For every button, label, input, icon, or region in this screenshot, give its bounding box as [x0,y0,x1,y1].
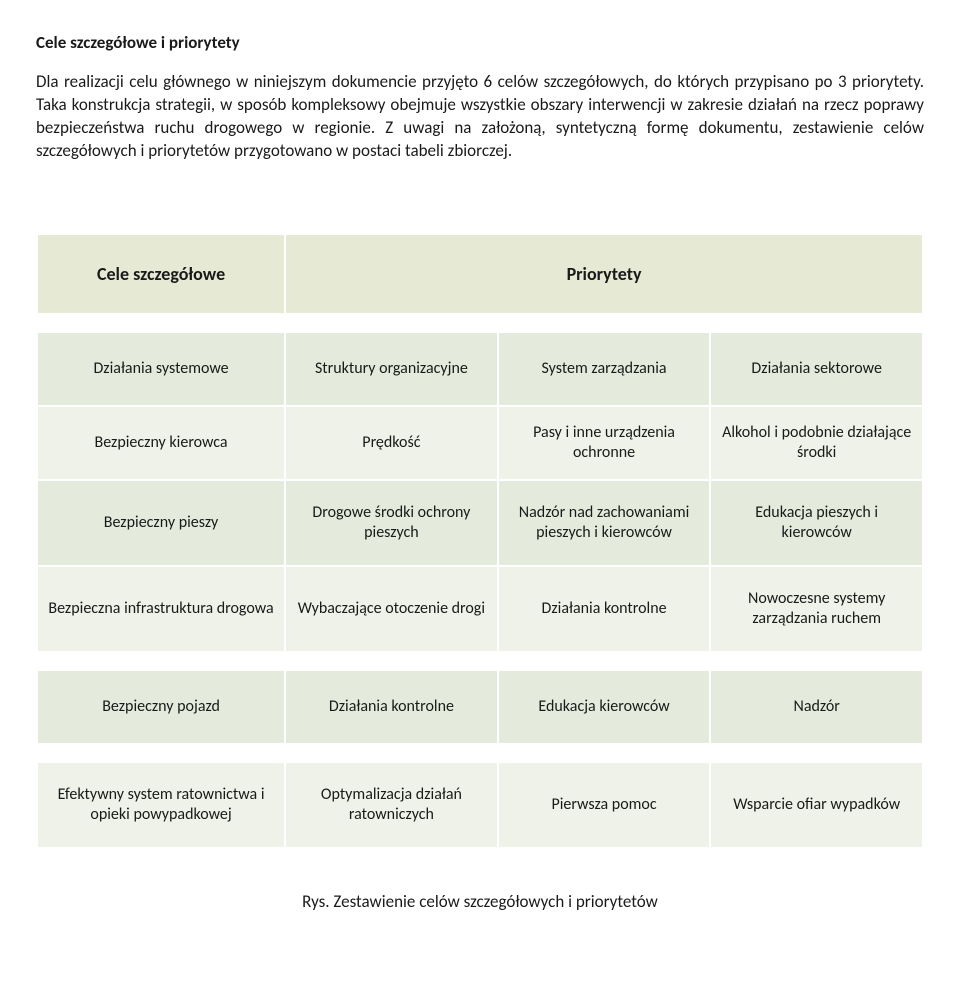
priority-cell: Działania kontrolne [286,671,497,743]
goal-cell: Efektywny system ratownictwa i opieki po… [38,763,284,847]
section-heading: Cele szczegółowe i priorytety [36,32,924,53]
figure-caption: Rys. Zestawienie celów szczegółowych i p… [36,891,924,912]
goal-cell: Bezpieczny pieszy [38,481,284,565]
priority-cell: Działania kontrolne [499,567,710,651]
priority-cell: Pierwsza pomoc [499,763,710,847]
goal-cell: Bezpieczny kierowca [38,407,284,479]
priority-cell: Wsparcie ofiar wypadków [711,763,922,847]
priority-cell: Edukacja pieszych i kierowców [711,481,922,565]
priority-cell: Optymalizacja działań ratowniczych [286,763,497,847]
priority-cell: Edukacja kierowców [499,671,710,743]
priority-cell: Działania sektorowe [711,333,922,405]
table-row: Bezpieczna infrastruktura drogowa Wybacz… [37,566,923,652]
table-row: Bezpieczny pojazd Działania kontrolne Ed… [37,670,923,744]
table-header-row: Cele szczegółowe Priorytety [37,234,923,315]
table-row: Efektywny system ratownictwa i opieki po… [37,762,923,848]
priority-cell: Nadzór [711,671,922,743]
priority-cell: Nadzór nad zachowaniami pieszych i kiero… [499,481,710,565]
priority-cell: Wybaczające otoczenie drogi [286,567,497,651]
priority-cell: Nowoczesne systemy zarządzania ruchem [711,567,922,651]
table-row: Działania systemowe Struktury organizacy… [37,332,923,406]
goal-cell: Bezpieczna infrastruktura drogowa [38,567,284,651]
goal-cell: Działania systemowe [38,333,284,405]
table-row: Bezpieczny pieszy Drogowe środki ochrony… [37,480,923,566]
goal-cell: Bezpieczny pojazd [38,671,284,743]
priority-cell: Prędkość [286,407,497,479]
goals-priorities-table: Cele szczegółowe Priorytety Działania sy… [36,233,924,850]
header-goals: Cele szczegółowe [38,235,284,314]
intro-paragraph: Dla realizacji celu głównego w niniejszy… [36,71,924,163]
table-row: Bezpieczny kierowca Prędkość Pasy i inne… [37,406,923,480]
priority-cell: System zarządzania [499,333,710,405]
priority-cell: Struktury organizacyjne [286,333,497,405]
priority-cell: Pasy i inne urządzenia ochronne [499,407,710,479]
priority-cell: Drogowe środki ochrony pieszych [286,481,497,565]
priority-cell: Alkohol i podobnie działające środki [711,407,922,479]
header-priorities: Priorytety [286,235,922,314]
